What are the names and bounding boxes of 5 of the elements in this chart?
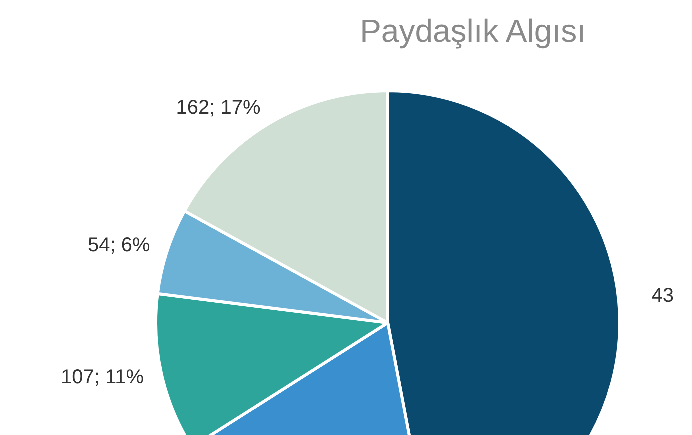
- data-label: 54; 6%: [88, 234, 150, 257]
- data-label: 162; 17%: [176, 96, 261, 119]
- data-label: 107; 11%: [60, 366, 144, 389]
- text: 43: [652, 285, 674, 307]
- chart-title: Paydaşlık Algısı: [360, 13, 586, 49]
